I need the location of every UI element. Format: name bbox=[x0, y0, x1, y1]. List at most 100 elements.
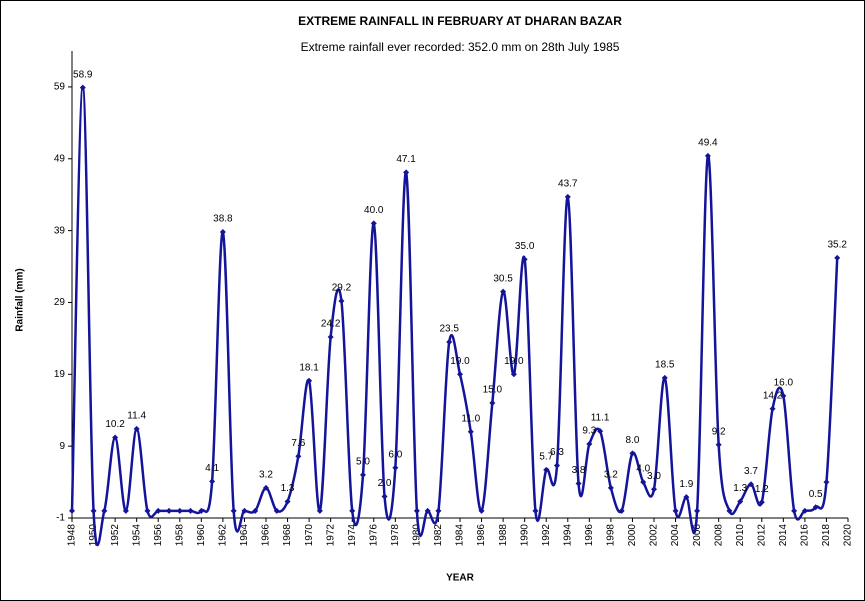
data-label: 3.2 bbox=[604, 469, 618, 480]
x-tick-label: 1998 bbox=[606, 524, 617, 547]
data-label: 9.3 bbox=[582, 426, 596, 437]
data-label: 30.5 bbox=[493, 273, 513, 284]
data-point bbox=[500, 288, 507, 295]
data-label: 3.8 bbox=[572, 465, 586, 476]
x-tick-label: 1994 bbox=[562, 524, 573, 547]
data-point bbox=[392, 464, 399, 471]
x-tick-label: 1958 bbox=[174, 524, 185, 547]
data-point bbox=[144, 507, 151, 514]
x-tick-label: 1980 bbox=[412, 524, 423, 547]
x-tick-label: 1986 bbox=[476, 524, 487, 547]
x-tick-label: 1978 bbox=[390, 524, 401, 547]
data-label: 16.0 bbox=[774, 378, 794, 389]
data-label: 3.2 bbox=[259, 469, 273, 480]
data-label: 10.2 bbox=[105, 419, 125, 430]
x-tick-label: 1950 bbox=[88, 524, 99, 547]
data-point bbox=[176, 507, 183, 514]
data-point bbox=[457, 371, 463, 378]
x-tick-label: 1968 bbox=[282, 524, 293, 547]
data-label: 49.4 bbox=[698, 138, 718, 149]
data-point bbox=[284, 498, 291, 505]
data-point bbox=[834, 254, 841, 261]
x-tick-label: 2002 bbox=[649, 524, 660, 547]
data-point bbox=[564, 193, 571, 200]
data-label: 1.2 bbox=[755, 484, 769, 495]
y-tick-label: 59 bbox=[54, 82, 66, 93]
x-tick-label: 1982 bbox=[433, 524, 444, 547]
x-tick-label: 1990 bbox=[519, 524, 530, 547]
x-tick-label: 1964 bbox=[239, 524, 250, 547]
data-label: 3.7 bbox=[744, 466, 758, 477]
x-tick-label: 1984 bbox=[455, 524, 466, 547]
x-tick-label: 2018 bbox=[821, 524, 832, 547]
x-tick-label: 2012 bbox=[756, 524, 767, 547]
data-point bbox=[758, 499, 765, 506]
data-point bbox=[198, 507, 205, 514]
data-label: 43.7 bbox=[558, 178, 578, 189]
data-point bbox=[715, 441, 722, 448]
data-label: 1.3 bbox=[733, 483, 747, 494]
data-point bbox=[629, 450, 636, 457]
data-label: 14.2 bbox=[763, 390, 783, 401]
x-tick-label: 1960 bbox=[196, 524, 207, 547]
data-point bbox=[370, 220, 377, 227]
y-tick-label: 29 bbox=[54, 297, 66, 308]
data-point bbox=[133, 425, 140, 432]
y-tick-label: -1 bbox=[56, 513, 65, 524]
data-label: 19.0 bbox=[504, 356, 524, 367]
data-point bbox=[748, 481, 754, 488]
data-point bbox=[295, 453, 302, 460]
x-tick-label: 2020 bbox=[843, 524, 854, 547]
x-tick-label: 2004 bbox=[670, 524, 681, 547]
data-point bbox=[554, 462, 560, 469]
data-point bbox=[338, 298, 345, 305]
data-point bbox=[661, 374, 668, 381]
data-point bbox=[521, 256, 528, 263]
data-point bbox=[327, 333, 334, 340]
data-label: 58.9 bbox=[73, 69, 93, 80]
data-point bbox=[801, 507, 808, 514]
data-point bbox=[694, 507, 701, 514]
data-point bbox=[273, 507, 280, 514]
x-tick-label: 2016 bbox=[800, 524, 811, 547]
data-point bbox=[79, 84, 86, 91]
chart-subtitle: Extreme rainfall ever recorded: 352.0 mm… bbox=[301, 40, 620, 54]
data-label: 29.2 bbox=[332, 283, 352, 294]
data-point bbox=[424, 507, 431, 514]
x-tick-label: 2010 bbox=[735, 524, 746, 547]
x-tick-label: 1966 bbox=[261, 524, 272, 547]
data-label: 2.0 bbox=[378, 478, 392, 489]
data-point bbox=[166, 507, 172, 514]
data-point bbox=[435, 507, 442, 514]
data-point bbox=[230, 507, 237, 514]
data-point bbox=[597, 428, 604, 435]
data-label: 8.0 bbox=[625, 435, 639, 446]
data-label: 11.1 bbox=[591, 413, 610, 424]
data-label: 11.4 bbox=[127, 411, 146, 422]
y-tick-label: 49 bbox=[54, 153, 66, 164]
data-label: 7.6 bbox=[291, 438, 305, 449]
data-label: 1.9 bbox=[679, 479, 693, 490]
x-tick-label: 1952 bbox=[110, 524, 121, 547]
data-point bbox=[69, 507, 75, 514]
data-point bbox=[187, 507, 194, 514]
data-point bbox=[349, 507, 356, 514]
data-point bbox=[112, 434, 119, 441]
data-point bbox=[726, 507, 733, 514]
data-point bbox=[780, 392, 787, 399]
data-point bbox=[737, 498, 744, 505]
chart-title: EXTREME RAINFALL IN FEBRUARY AT DHARAN B… bbox=[298, 14, 622, 28]
data-point bbox=[101, 507, 108, 514]
data-point bbox=[263, 484, 269, 491]
data-point bbox=[478, 507, 485, 514]
data-label: 15.0 bbox=[483, 385, 503, 396]
data-label: 24.2 bbox=[321, 319, 341, 330]
data-label: 3.0 bbox=[647, 471, 661, 482]
data-point bbox=[683, 494, 690, 501]
data-point bbox=[640, 479, 647, 486]
data-label: 6.3 bbox=[550, 447, 564, 458]
x-axis-label: YEAR bbox=[446, 573, 475, 584]
data-point bbox=[607, 484, 614, 491]
